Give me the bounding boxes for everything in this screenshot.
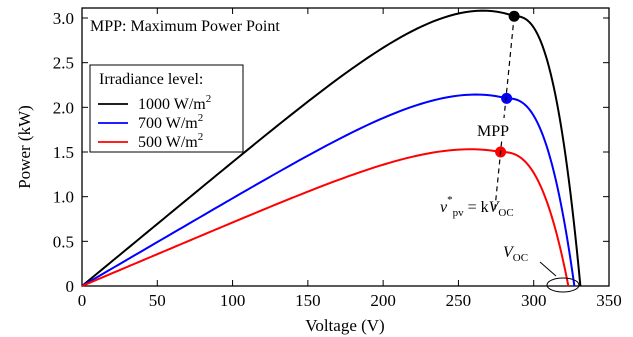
x-tick-label: 200 [370, 291, 396, 310]
x-tick-label: 250 [446, 291, 472, 310]
y-tick-label: 0 [66, 277, 75, 296]
y-tick-label: 1.0 [53, 188, 74, 207]
x-tick-label: 350 [596, 291, 622, 310]
x-tick-label: 150 [295, 291, 321, 310]
x-tick-label: 0 [78, 291, 87, 310]
mpp-definition: MPP: Maximum Power Point [90, 18, 280, 35]
voc-pointer [539, 261, 557, 277]
mpp-label-bg [474, 118, 520, 140]
x-tick-labels: 0 50 100 150 200 250 300 350 [78, 291, 622, 310]
mpp-dashed-line [493, 16, 515, 214]
plot-frame [81, 7, 610, 287]
y-axis-title: Power (kW) [15, 105, 34, 189]
y-tick-label: 1.5 [53, 143, 74, 162]
y-tick-label: 2.5 [53, 54, 74, 73]
legend-title: Irradiance level: [99, 71, 203, 88]
legend-box [89, 64, 244, 153]
y-tick-label: 2.0 [53, 98, 74, 117]
y-tick-label: 3.0 [53, 9, 74, 28]
mpp-formula: v*pv = kVOC [440, 194, 514, 219]
x-tick-label: 300 [521, 291, 547, 310]
voc-label: VOC [503, 244, 528, 264]
curves [81, 9, 582, 287]
pv-curve-2 [81, 148, 570, 287]
x-tick-label: 100 [220, 291, 246, 310]
pv-curve-1 [81, 93, 576, 287]
legend-entry-700: 700 W/m2 [138, 112, 203, 132]
legend-entry-1000: 1000 W/m2 [138, 93, 211, 113]
x-tick-label: 50 [149, 291, 166, 310]
y-tick-label: 0.5 [53, 232, 74, 251]
legend: Irradiance level: 1000 W/m2 700 W/m2 500… [89, 64, 244, 153]
mpp-label: MPP [477, 123, 509, 140]
mpp-point-1 [501, 92, 513, 104]
x-axis-title: Voltage (V) [305, 316, 384, 335]
legend-entry-500: 500 W/m2 [138, 131, 203, 151]
voc-ellipse [546, 277, 580, 293]
y-tick-labels: 0 0.5 1.0 1.5 2.0 2.5 3.0 [53, 9, 74, 296]
pv-curve-0 [81, 9, 582, 287]
